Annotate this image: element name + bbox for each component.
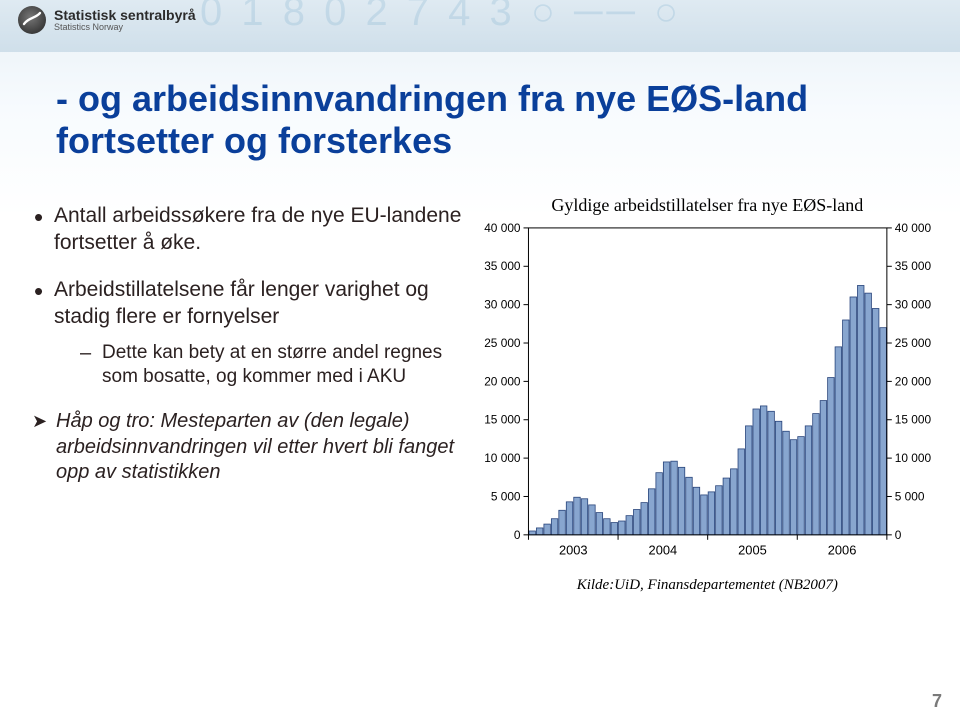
chart-container: Gyldige arbeidstillatelser fra nye EØS-l… <box>475 195 940 692</box>
bullet-text: Arbeidstillatelsene får lenger varighet … <box>54 278 429 328</box>
sub-bullet-item: Dette kan bety at en større andel regnes… <box>54 341 463 390</box>
svg-text:0: 0 <box>894 528 901 542</box>
arrow-bullet-item: Håp og tro: Mesteparten av (den legale) … <box>32 409 463 486</box>
svg-text:30 000: 30 000 <box>894 298 931 312</box>
svg-text:20 000: 20 000 <box>894 374 931 388</box>
page-number: 7 <box>932 691 942 712</box>
bullet-item: Antall arbeidssøkere fra de nye EU-lande… <box>32 203 463 257</box>
svg-text:2004: 2004 <box>648 543 677 558</box>
svg-text:35 000: 35 000 <box>484 259 521 273</box>
svg-text:15 000: 15 000 <box>894 413 931 427</box>
svg-text:35 000: 35 000 <box>894 259 931 273</box>
svg-text:5 000: 5 000 <box>490 489 520 503</box>
svg-text:2006: 2006 <box>827 543 856 558</box>
svg-text:20 000: 20 000 <box>484 374 521 388</box>
svg-text:25 000: 25 000 <box>484 336 521 350</box>
svg-text:40 000: 40 000 <box>484 221 521 235</box>
slide: 0 1 8 0 2 7 4 3 ○ ── ○ Statistisk sentra… <box>0 0 960 722</box>
org-name: Statistisk sentralbyrå <box>54 8 196 23</box>
chart-title: Gyldige arbeidstillatelser fra nye EØS-l… <box>475 195 940 216</box>
svg-text:10 000: 10 000 <box>894 451 931 465</box>
svg-text:25 000: 25 000 <box>894 336 931 350</box>
header-decoration: 0 1 8 0 2 7 4 3 ○ ── ○ <box>200 0 960 52</box>
logo-swoosh-icon <box>22 10 42 30</box>
bar-chart: 0 0 5 000 5 000 10 000 10 000 15 000 15 000 20 0… <box>475 220 940 569</box>
svg-text:30 000: 30 000 <box>484 298 521 312</box>
page-title: - og arbeidsinnvandringen fra nye EØS-la… <box>56 78 920 163</box>
logo-mark-icon <box>18 6 46 34</box>
logo: Statistisk sentralbyrå Statistics Norway <box>18 6 196 34</box>
body-row: Antall arbeidssøkere fra de nye EU-lande… <box>32 195 940 692</box>
svg-text:10 000: 10 000 <box>484 451 521 465</box>
bullet-list: Antall arbeidssøkere fra de nye EU-lande… <box>32 195 463 692</box>
header-band: 0 1 8 0 2 7 4 3 ○ ── ○ Statistisk sentra… <box>0 0 960 52</box>
svg-text:2003: 2003 <box>559 543 588 558</box>
bullet-item: Arbeidstillatelsene får lenger varighet … <box>32 277 463 389</box>
svg-text:2005: 2005 <box>738 543 767 558</box>
svg-text:15 000: 15 000 <box>484 413 521 427</box>
chart-source: Kilde:UiD, Finansdepartementet (NB2007) <box>475 577 940 594</box>
svg-text:5 000: 5 000 <box>894 489 924 503</box>
svg-text:0: 0 <box>514 528 521 542</box>
logo-text: Statistisk sentralbyrå Statistics Norway <box>54 8 196 32</box>
svg-text:40 000: 40 000 <box>894 221 931 235</box>
org-subtitle: Statistics Norway <box>54 23 196 32</box>
